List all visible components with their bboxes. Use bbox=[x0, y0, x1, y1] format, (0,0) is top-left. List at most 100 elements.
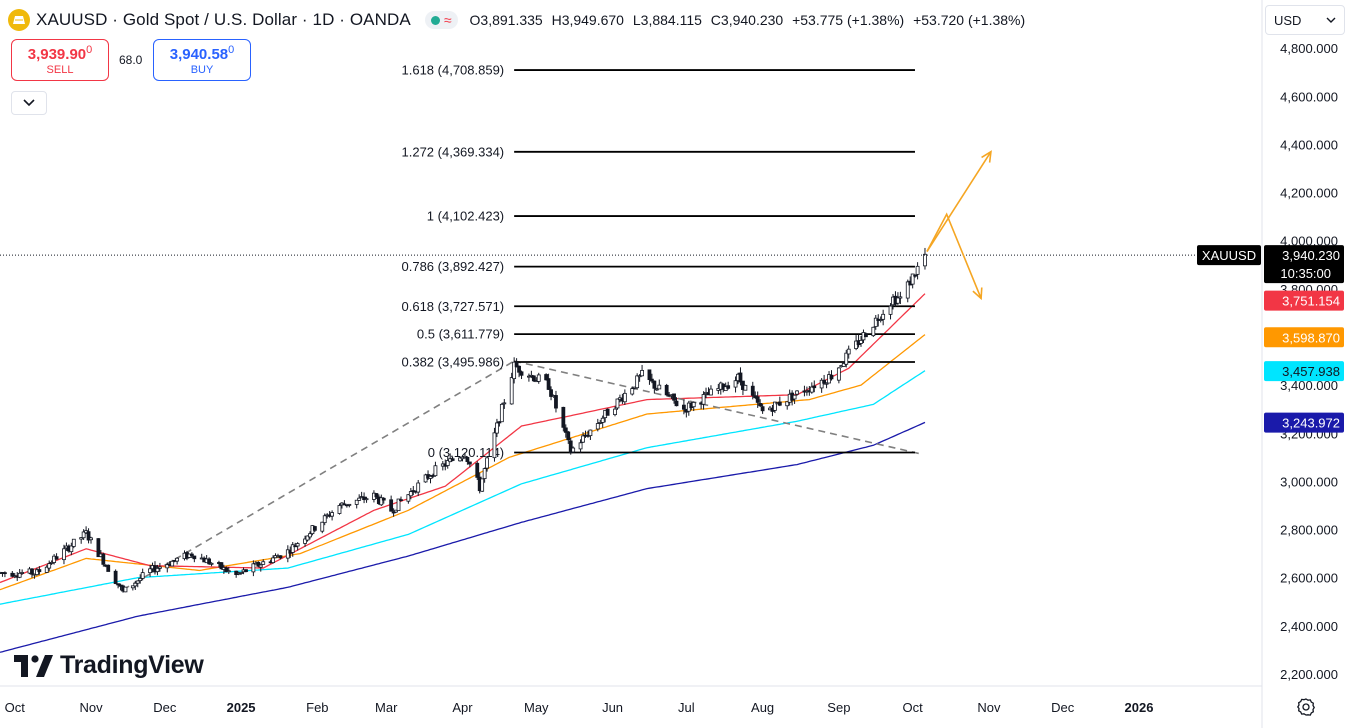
buy-label: BUY bbox=[190, 64, 214, 76]
ema-orange-line bbox=[0, 334, 926, 591]
gold-symbol-icon bbox=[8, 9, 30, 31]
candle-body bbox=[915, 265, 920, 275]
symbol-legend[interactable]: XAUUSD · Gold Spot / U.S. Dollar · 1D · … bbox=[8, 8, 1030, 32]
trend-line-2 bbox=[513, 360, 921, 455]
fibonacci-retracement[interactable]: 1.618 (4,708.859) 1.272 (4,369.334) 1 (4,1… bbox=[402, 63, 915, 460]
time-tick-label: May bbox=[524, 700, 549, 715]
candle-body bbox=[859, 340, 863, 344]
ohlc-low: L3,884.115 bbox=[632, 12, 702, 28]
candle-body bbox=[271, 557, 275, 563]
candle-body bbox=[308, 533, 312, 538]
candle-body bbox=[709, 388, 713, 396]
candle-body bbox=[531, 375, 536, 382]
price-tick-label: 4,400.000 bbox=[1280, 137, 1338, 152]
candle-body bbox=[354, 499, 359, 505]
candle-body bbox=[330, 512, 335, 517]
candle-body bbox=[20, 572, 25, 574]
symbol-tag-label: XAUUSD bbox=[1202, 248, 1256, 263]
candle-body bbox=[239, 572, 243, 574]
candle-body bbox=[546, 378, 551, 390]
candle-body bbox=[595, 423, 600, 430]
price-axis-tags: 3,751.154 3,598.870 3,457.938 3,243.972 3,94… bbox=[1197, 245, 1344, 433]
price-tick-label: 2,200.000 bbox=[1280, 667, 1338, 682]
candle-body bbox=[910, 273, 915, 285]
candle-body bbox=[138, 577, 143, 582]
collapse-legend-button[interactable] bbox=[11, 91, 47, 115]
ema-orange-tag-label: 3,598.870 bbox=[1282, 330, 1340, 345]
candle-body bbox=[512, 361, 517, 380]
chevron-down-icon bbox=[23, 99, 35, 107]
candle-body bbox=[637, 375, 642, 378]
fib-label-0-618: 0.618 (3,727.571) bbox=[402, 299, 505, 314]
fib-label-1: 1 (4,102.423) bbox=[427, 209, 504, 224]
candle-body bbox=[322, 515, 327, 524]
candle-body bbox=[701, 394, 706, 405]
buy-button[interactable]: 3,940.580 BUY bbox=[153, 39, 251, 81]
candle-body bbox=[898, 296, 903, 299]
candle-body bbox=[406, 494, 411, 502]
candle-body bbox=[519, 371, 524, 376]
candle-body bbox=[261, 561, 266, 565]
candle-body bbox=[482, 468, 487, 479]
candle-body bbox=[30, 568, 34, 575]
candle-body bbox=[256, 561, 261, 567]
candle-body bbox=[381, 497, 386, 501]
candle-body bbox=[613, 408, 617, 416]
sell-price: 3,939.900 bbox=[27, 44, 93, 63]
candle-body bbox=[135, 580, 140, 584]
scenario-arrows[interactable] bbox=[926, 150, 992, 301]
candle-body bbox=[881, 313, 886, 320]
candle-body bbox=[189, 553, 194, 557]
currency-select[interactable]: USD bbox=[1265, 5, 1345, 35]
settings-gear-icon[interactable] bbox=[1296, 697, 1316, 717]
candle-body bbox=[357, 497, 362, 501]
candle-body bbox=[244, 569, 248, 573]
time-tick-label: Dec bbox=[153, 700, 177, 715]
price-tick-label: 4,000.000 bbox=[1280, 234, 1338, 249]
candle-body bbox=[79, 537, 84, 540]
tradingview-logo-text: TradingView bbox=[60, 651, 204, 679]
candle-body bbox=[3, 572, 7, 575]
last-price-tag-label: 3,940.230 bbox=[1282, 248, 1340, 263]
sell-button[interactable]: 3,939.900 SELL bbox=[11, 39, 109, 81]
candle-body bbox=[467, 461, 472, 465]
tradingview-logo[interactable]: TradingView bbox=[14, 651, 204, 680]
candle-body bbox=[101, 553, 106, 565]
candle-body bbox=[428, 475, 433, 479]
candle-body bbox=[37, 569, 42, 573]
candle-body bbox=[652, 380, 657, 389]
ema-orange-tag-bg bbox=[1264, 327, 1344, 348]
ohlc-change-2: +53.720 (+1.38%) bbox=[913, 12, 1026, 28]
market-status[interactable]: ≈ bbox=[424, 11, 458, 29]
time-tick-label: Nov bbox=[79, 700, 103, 715]
candle-body bbox=[657, 384, 662, 390]
candle-body bbox=[812, 385, 817, 389]
candle-body bbox=[743, 384, 748, 391]
candle-body bbox=[864, 333, 868, 338]
candle-body bbox=[475, 462, 480, 478]
candle-body bbox=[836, 367, 841, 381]
candle-body bbox=[750, 385, 755, 396]
buy-price: 3,940.580 bbox=[169, 44, 235, 63]
price-tick-label: 3,400.000 bbox=[1280, 378, 1338, 393]
candle-body bbox=[465, 456, 470, 462]
candle-body bbox=[17, 572, 22, 578]
candle-body bbox=[615, 398, 620, 409]
ohlc-open: O3,891.335 bbox=[469, 12, 543, 28]
candle-body bbox=[175, 557, 180, 562]
currency-value: USD bbox=[1274, 12, 1302, 28]
candle-body bbox=[347, 503, 352, 506]
time-tick-label: Oct bbox=[5, 700, 26, 715]
candle-body bbox=[635, 375, 640, 389]
scenario-arrow-1 bbox=[926, 151, 992, 252]
symbol-title[interactable]: XAUUSD · Gold Spot / U.S. Dollar · 1D · … bbox=[36, 10, 411, 29]
trend-lines[interactable] bbox=[122, 360, 921, 591]
price-tick-label: 2,800.000 bbox=[1280, 523, 1338, 538]
candle-body bbox=[69, 545, 74, 553]
candle-body bbox=[888, 305, 893, 315]
candle-body bbox=[106, 564, 111, 572]
ohlc-close: C3,940.230 bbox=[710, 12, 784, 28]
time-axis[interactable]: Oct Nov Dec 2025 Feb Mar Apr May Jun Jul Aug Sep Oct… bbox=[5, 700, 1154, 715]
sma-blue-tag-bg bbox=[1264, 412, 1344, 433]
